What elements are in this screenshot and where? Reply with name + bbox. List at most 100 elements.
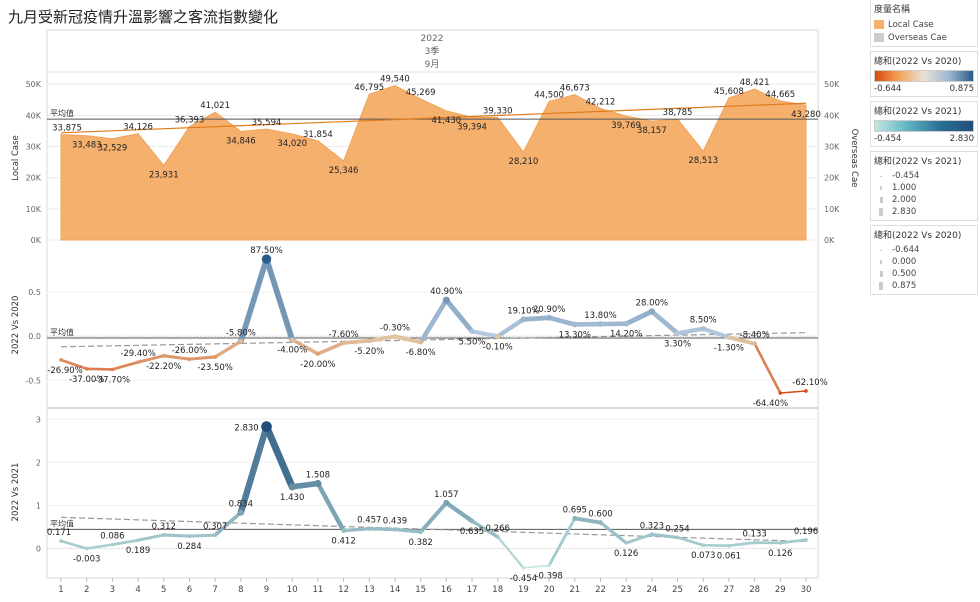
x-tick-label: 19 xyxy=(518,585,529,595)
local-case-swatch xyxy=(874,20,884,29)
data-label: 25,346 xyxy=(329,166,359,176)
x-tick-label: 10 xyxy=(287,585,298,595)
data-label: 42,212 xyxy=(586,97,616,107)
data-label: 33,875 xyxy=(52,123,82,133)
data-label: -0.398 xyxy=(535,571,562,581)
y-tick-label: 10K xyxy=(26,205,42,214)
series-segment-2022-vs-2020 xyxy=(469,329,500,339)
data-point-2022-vs-2021 xyxy=(213,533,218,538)
data-label: 0.171 xyxy=(47,528,71,538)
data-point-2022-vs-2020 xyxy=(597,321,604,327)
gradient-2020-max: 0.875 xyxy=(949,84,974,94)
data-label: -1.30% xyxy=(714,343,744,353)
measure-legend: 度量名稱 Local Case Overseas Cae xyxy=(870,0,978,47)
y2-tick-label: 30K xyxy=(824,143,840,152)
data-label: 0.284 xyxy=(177,542,201,552)
data-label: -22.20% xyxy=(146,362,181,372)
gradient-2021-title: 總和(2022 Vs 2021) xyxy=(874,107,962,117)
data-label: 13.30% xyxy=(559,330,591,340)
x-tick-label: 6 xyxy=(187,585,192,595)
data-point-2022-vs-2020 xyxy=(213,354,218,359)
y2-tick-label: 0K xyxy=(824,236,835,245)
data-label: 0.126 xyxy=(614,549,638,559)
data-label: -64.40% xyxy=(753,399,788,409)
series-segment-2022-vs-2020 xyxy=(753,342,782,395)
data-point-2022-vs-2021 xyxy=(547,563,551,568)
data-label: -6.80% xyxy=(406,348,436,358)
average-label: 平均值 xyxy=(50,327,74,337)
series-segment-2022-vs-2021 xyxy=(496,535,525,569)
gradient-2020-bar xyxy=(874,70,974,82)
series-segment-2022-vs-2020 xyxy=(520,315,552,322)
legend-item-local-case[interactable]: Local Case xyxy=(874,18,974,31)
x-tick-label: 16 xyxy=(441,585,452,595)
legend-item-overseas[interactable]: Overseas Cae xyxy=(874,31,974,44)
data-label: 0.266 xyxy=(486,524,510,534)
y-tick-label: 50K xyxy=(26,80,42,89)
x-tick-label: 26 xyxy=(698,585,709,595)
legend-label: Overseas Cae xyxy=(888,32,947,43)
size-item: 0.000 xyxy=(874,256,974,268)
data-point-2022-vs-2020 xyxy=(84,367,89,371)
data-point-2022-vs-2020 xyxy=(520,316,527,323)
data-point-2022-vs-2021 xyxy=(701,543,706,547)
size-label: 1.000 xyxy=(892,183,917,193)
series-segment-2022-vs-2021 xyxy=(598,520,628,545)
data-point-2022-vs-2020 xyxy=(289,337,295,343)
series-segment-2022-vs-2020 xyxy=(290,337,320,356)
y-tick-label: 2 xyxy=(36,458,41,467)
x-tick-label: 21 xyxy=(569,585,580,595)
data-point-2022-vs-2020 xyxy=(623,320,630,327)
series-segment-2022-vs-2020 xyxy=(341,338,372,345)
data-label: -26.00% xyxy=(172,346,207,356)
series-segment-2022-vs-2020 xyxy=(393,334,423,345)
data-label: 33,483 xyxy=(72,141,102,151)
data-point-2022-vs-2021 xyxy=(727,543,731,548)
data-label: -4.00% xyxy=(277,346,307,356)
data-point-2022-vs-2020 xyxy=(726,334,732,340)
series-segment-2022-vs-2020 xyxy=(418,297,449,345)
series-segment-2022-vs-2021 xyxy=(727,541,756,548)
series-segment-2022-vs-2021 xyxy=(162,533,191,538)
data-point-2022-vs-2020 xyxy=(136,360,140,364)
x-tick-label: 22 xyxy=(595,585,606,595)
data-label: 34,126 xyxy=(123,123,153,133)
y-tick-label: -0.5 xyxy=(25,376,41,385)
y-axis-title: Local Case xyxy=(11,135,21,181)
data-point-2022-vs-2021 xyxy=(84,546,89,551)
trend-line xyxy=(60,102,807,134)
data-point-2022-vs-2021 xyxy=(136,538,140,543)
data-point-2022-vs-2020 xyxy=(315,351,320,356)
data-label: 0.635 xyxy=(460,527,484,537)
data-point-2022-vs-2020 xyxy=(442,296,450,304)
data-label: 49,540 xyxy=(380,75,410,85)
data-point-2022-vs-2020 xyxy=(261,254,272,264)
measure-legend-title: 度量名稱 xyxy=(874,5,911,15)
size-label: 0.500 xyxy=(892,269,917,279)
series-segment-2022-vs-2021 xyxy=(341,526,371,533)
data-label: 2.830 xyxy=(234,424,258,434)
x-tick-label: 27 xyxy=(724,585,735,595)
data-label: 14.20% xyxy=(610,330,642,340)
data-label: 1.508 xyxy=(306,470,330,480)
data-label: 0.323 xyxy=(640,521,664,531)
data-label: 19.10% xyxy=(507,306,539,316)
x-tick-label: 11 xyxy=(312,585,323,595)
data-label: 0.600 xyxy=(588,510,612,520)
y-tick-label: 30K xyxy=(26,143,42,152)
data-label: 0.457 xyxy=(357,516,381,526)
data-point-2022-vs-2020 xyxy=(59,358,63,362)
x-tick-label: 2 xyxy=(84,585,89,595)
size-label: -0.454 xyxy=(892,171,920,181)
header-quarter: 3季 xyxy=(425,45,440,57)
data-point-2022-vs-2020 xyxy=(674,330,681,336)
x-tick-label: 5 xyxy=(161,585,166,595)
data-point-2022-vs-2021 xyxy=(161,532,166,537)
data-point-2022-vs-2021 xyxy=(778,541,783,545)
y-tick-label: 0K xyxy=(31,236,42,245)
series-segment-2022-vs-2021 xyxy=(110,538,140,547)
gradient-2021-max: 2.830 xyxy=(949,134,974,144)
data-label: -5.20% xyxy=(354,347,384,357)
x-tick-label: 23 xyxy=(621,585,632,595)
